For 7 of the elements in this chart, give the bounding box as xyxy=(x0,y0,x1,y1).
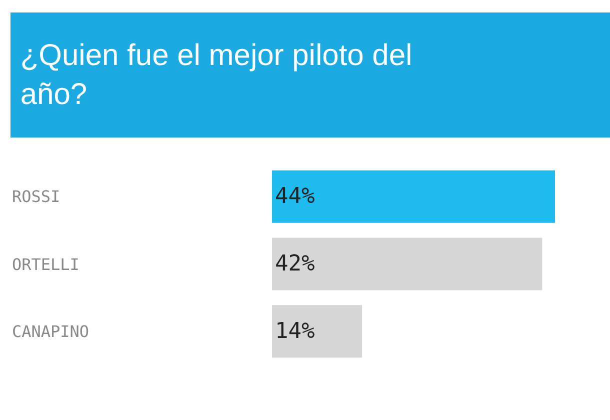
chart-title: ¿Quien fue el mejor piloto del año? xyxy=(12,39,412,111)
data-label: 14% xyxy=(275,318,315,344)
y-tick-label: ROSSI xyxy=(12,187,60,206)
data-label: 44% xyxy=(275,184,315,210)
y-tick-label: ORTELLI xyxy=(12,255,80,274)
y-tick-label: CANAPINO xyxy=(12,322,90,341)
data-label: 42% xyxy=(275,252,315,276)
